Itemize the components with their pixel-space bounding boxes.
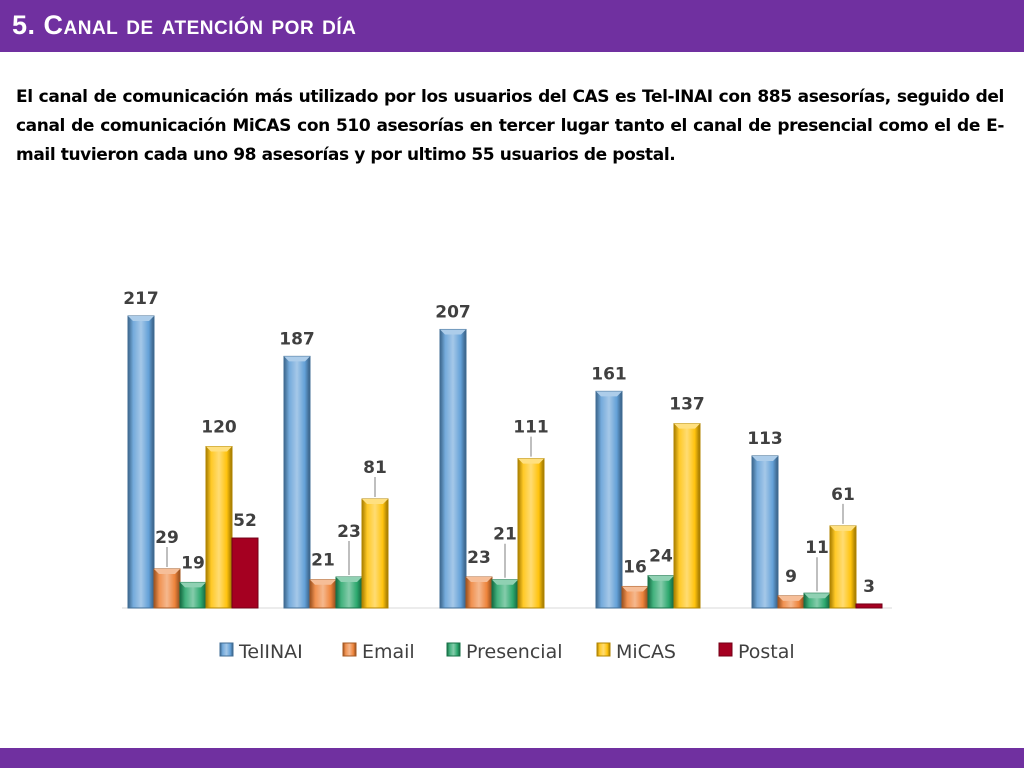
data-label-presencial-3: 21: [493, 525, 517, 545]
data-label-email-4: 16: [623, 557, 647, 577]
data-label-presencial-2: 23: [337, 522, 361, 542]
bar-bevel: [206, 446, 232, 452]
bar-micas-5: [829, 525, 857, 609]
bar-micas-1: [205, 446, 233, 609]
bar-bevel: [518, 458, 544, 464]
bar-bevel: [284, 356, 310, 362]
data-label-micas-1: 120: [201, 418, 237, 438]
data-label-postal-1: 52: [233, 511, 257, 531]
data-label-presencial-5: 11: [805, 538, 829, 558]
data-label-postal-5: 3: [863, 577, 875, 597]
bar-bevel: [778, 595, 804, 601]
data-label-email-2: 21: [311, 551, 335, 571]
bar-bevel: [674, 423, 700, 429]
data-label-telinai-4: 161: [591, 364, 627, 384]
data-label-email-3: 23: [467, 548, 491, 568]
data-label-micas-4: 137: [669, 395, 705, 415]
bar-presencial-4: [647, 575, 675, 609]
legend-label-presencial: Presencial: [466, 641, 562, 663]
bar-bevel: [362, 499, 388, 505]
legend-swatch-micas: [596, 642, 611, 657]
legend-swatch-postal: [718, 642, 733, 657]
bar-micas-4: [673, 423, 701, 609]
bar-email-1: [153, 568, 181, 609]
bar-bevel: [596, 391, 622, 397]
data-label-telinai-3: 207: [435, 302, 471, 322]
bar-bevel: [466, 577, 492, 583]
data-label-email-1: 29: [155, 528, 179, 548]
bar-bevel: [336, 577, 362, 583]
bar-bevel: [622, 586, 648, 592]
bar-bevel: [648, 575, 674, 581]
data-label-micas-3: 111: [513, 418, 549, 438]
legend-swatch-telinai: [219, 642, 234, 657]
summary-paragraph: El canal de comunicación más utilizado p…: [16, 87, 1004, 165]
bar-postal-5: [855, 603, 883, 609]
bar-bevel: [310, 579, 336, 585]
bar-micas-3: [517, 458, 545, 609]
bar-bevel: [830, 525, 856, 531]
bar-bevel: [752, 455, 778, 461]
title-bar: 5. Canal de atención por día: [0, 0, 1024, 52]
bar-telinai-5: [751, 455, 779, 609]
bar-telinai-4: [595, 390, 623, 609]
data-label-telinai-1: 217: [123, 289, 159, 309]
bar-bevel: [154, 568, 180, 574]
bar-postal-1: [231, 537, 259, 609]
data-label-telinai-5: 113: [747, 429, 783, 449]
bar-bevel: [804, 593, 830, 599]
bar-telinai-3: [439, 328, 467, 609]
bar-telinai-1: [127, 315, 155, 609]
data-label-presencial-1: 19: [181, 553, 205, 573]
bar-micas-2: [361, 498, 389, 609]
data-label-email-5: 9: [785, 567, 797, 587]
bar-bevel: [492, 579, 518, 585]
chart-legend: TelINAI Email Presencial MiCAS Postal: [219, 641, 795, 663]
slide-title: 5. Canal de atención por día: [12, 10, 357, 40]
data-label-micas-2: 81: [363, 458, 387, 478]
legend-label-telinai: TelINAI: [238, 641, 303, 663]
legend-swatch-email: [342, 642, 357, 657]
bar-telinai-2: [283, 355, 311, 609]
bottom-bar: [0, 748, 1024, 768]
legend-label-email: Email: [362, 641, 415, 663]
bar-bevel: [440, 329, 466, 335]
legend-label-postal: Postal: [738, 641, 795, 663]
data-label-micas-5: 61: [831, 485, 855, 505]
bar-bevel: [180, 582, 206, 588]
bars-layer: [127, 315, 883, 609]
legend-label-micas: MiCAS: [616, 641, 676, 663]
data-label-presencial-4: 24: [649, 547, 673, 567]
legend-swatch-presencial: [446, 642, 461, 657]
bar-bevel: [128, 316, 154, 321]
data-label-telinai-2: 187: [279, 329, 315, 349]
